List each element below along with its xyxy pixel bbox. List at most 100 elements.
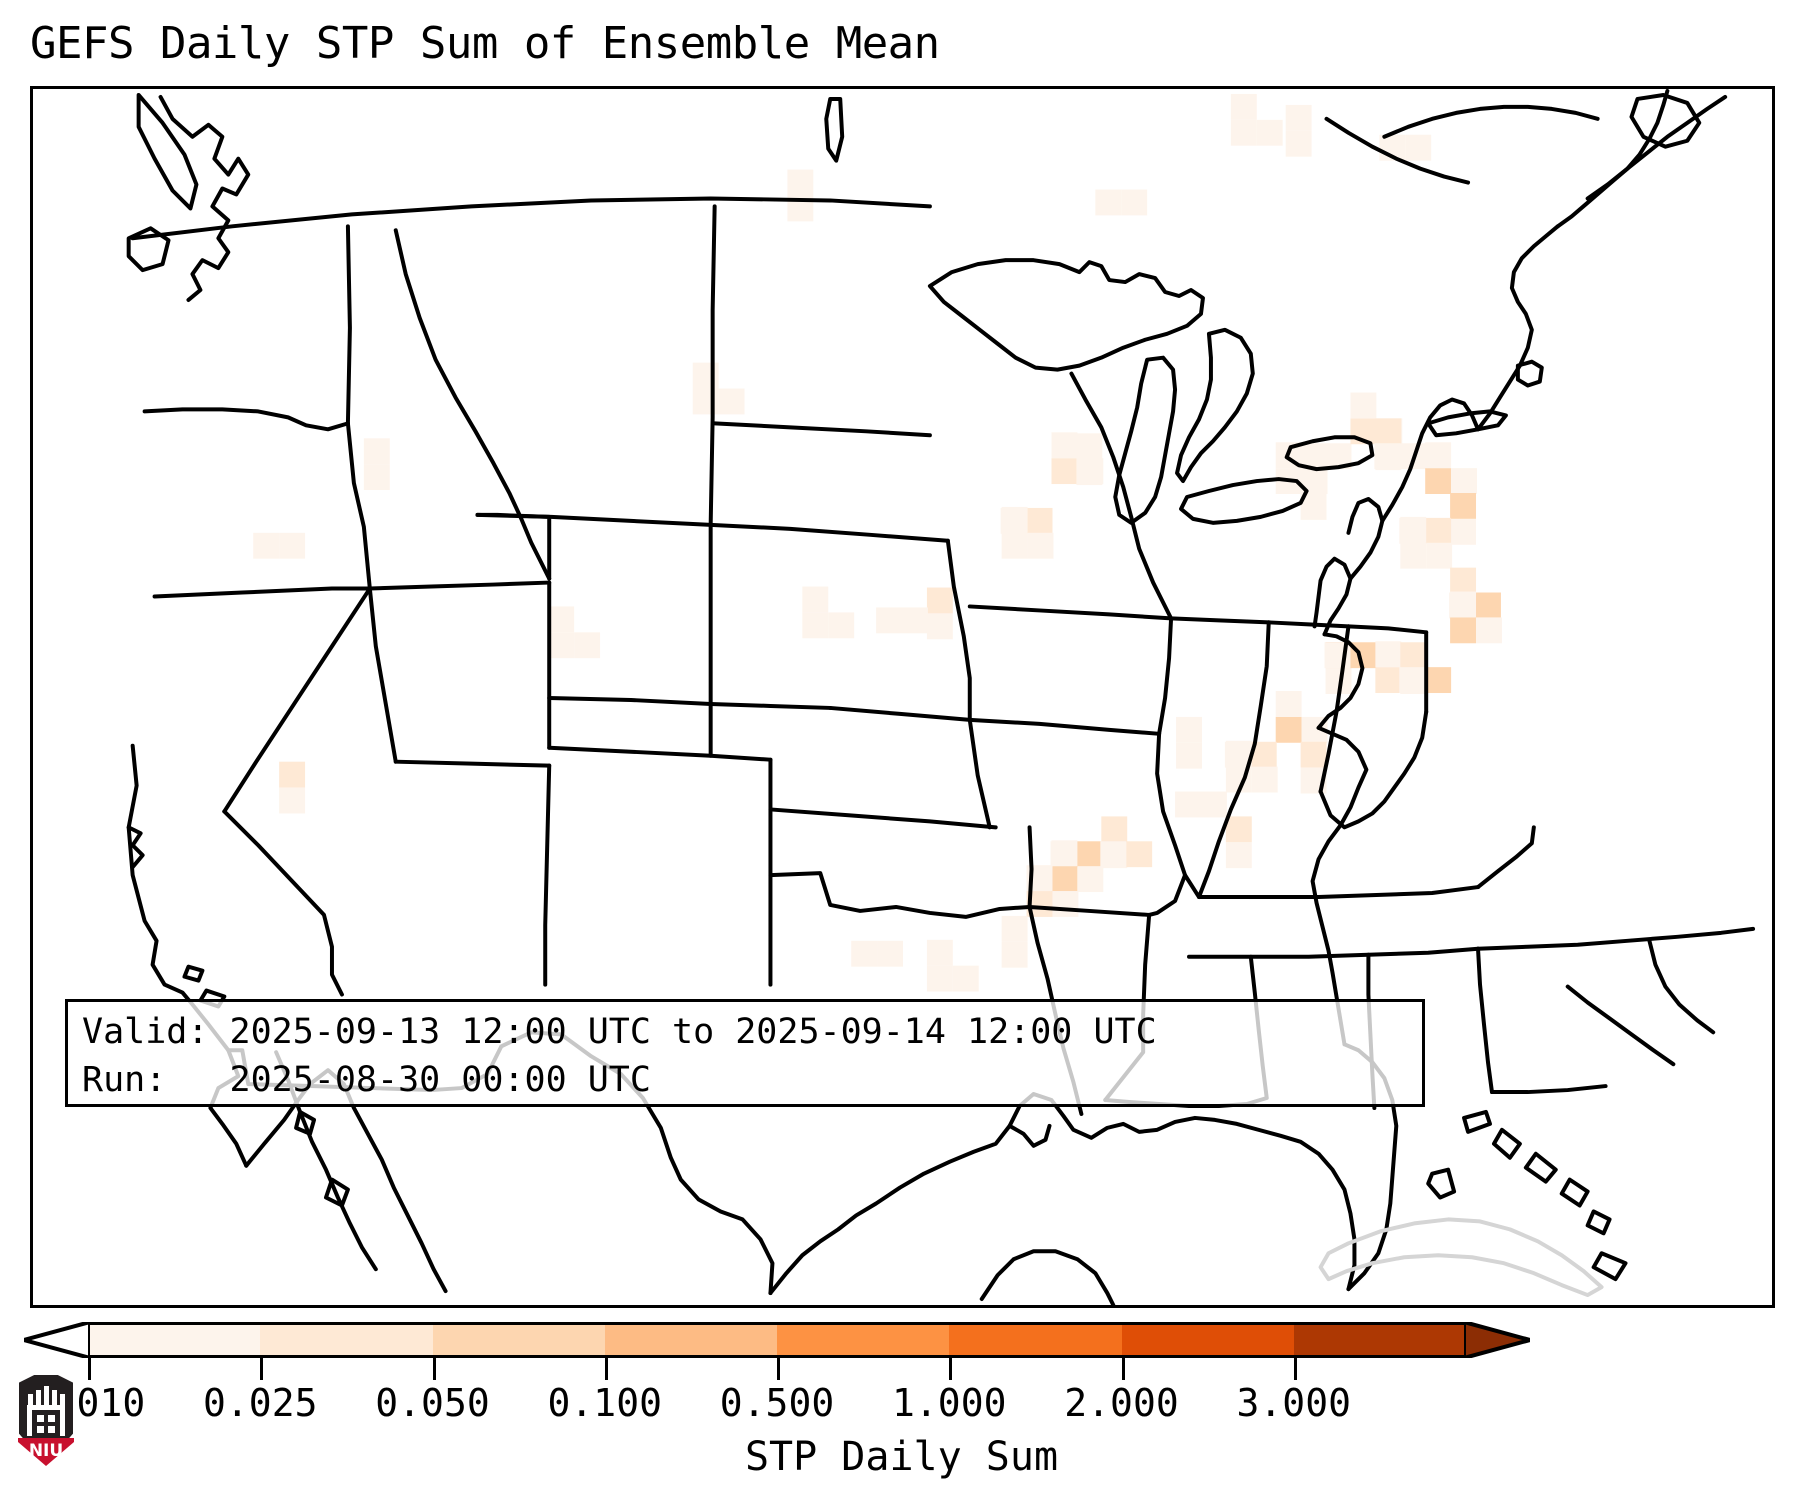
- stp-cell: [1425, 517, 1452, 544]
- stp-cell: [1001, 915, 1028, 942]
- coastline-bahamas-3: [1523, 1151, 1558, 1184]
- stp-cell: [718, 388, 745, 415]
- stp-cell: [548, 606, 575, 633]
- state-border-wy-co: [547, 696, 713, 706]
- state-border-nd-sd: [712, 421, 932, 438]
- coastline-long-island: [1426, 409, 1508, 438]
- colorbar-tick-4: [777, 1358, 780, 1380]
- state-border-tn-ms-al-ga: [1187, 946, 1481, 959]
- stp-cell: [926, 939, 953, 966]
- stp-cell: [1076, 841, 1103, 868]
- stp-cell: [1176, 742, 1202, 769]
- stp-cell: [1225, 816, 1252, 843]
- coastline-channel-islands: [182, 964, 205, 983]
- state-border-mo-il: [1147, 731, 1188, 917]
- stp-cell: [363, 464, 390, 491]
- colorbar-tick-7: [1293, 1358, 1297, 1380]
- stp-cell: [1175, 791, 1201, 818]
- stp-cell: [253, 532, 280, 559]
- border-usa-canada: [130, 196, 932, 241]
- stp-cell: [1476, 617, 1502, 644]
- colorbar-band-2: [432, 1325, 605, 1355]
- coastline-cuba: [1318, 1217, 1604, 1298]
- coastline-baja: [244, 1068, 448, 1294]
- state-border-wa-id: [345, 224, 352, 426]
- state-border-mt-wy: [475, 512, 713, 527]
- colorbar-label-2: 0.050: [375, 1381, 490, 1425]
- state-border-ok-ar: [1027, 825, 1034, 909]
- state-border-mi-oh: [1346, 624, 1429, 635]
- colorbar-tick-2: [432, 1358, 436, 1380]
- info-run-line: Run: 2025-08-30 00:00 UTC: [82, 1060, 651, 1100]
- state-border-nc-sc: [1647, 938, 1716, 1035]
- lake-michigan: [1113, 355, 1178, 525]
- stp-cell: [1026, 507, 1053, 534]
- state-border-or-id: [345, 421, 372, 591]
- colorbar-label-4: 0.500: [719, 1381, 835, 1425]
- state-border-oh-wv: [1318, 709, 1429, 830]
- stp-cell: [1051, 840, 1078, 867]
- colorbar-tick-0: [88, 1358, 91, 1380]
- stp-cell: [1375, 667, 1402, 694]
- stp-cell: [1051, 432, 1078, 459]
- state-border-in-mi: [1266, 620, 1351, 629]
- stp-cell: [1101, 816, 1128, 843]
- state-border-nv-ca: [222, 586, 372, 814]
- coastline-puget-sound: [158, 94, 251, 302]
- stp-cell: [1230, 93, 1257, 120]
- stp-cell: [902, 607, 928, 634]
- stp-cell: [1450, 567, 1477, 594]
- stp-cell: [1027, 532, 1054, 559]
- stp-cell: [279, 761, 306, 788]
- state-border-ok-tx: [768, 871, 1032, 919]
- coastline-baja-island-2: [323, 1177, 350, 1208]
- stp-cell: [1374, 443, 1401, 470]
- stp-cell: [877, 940, 903, 967]
- stp-cell: [926, 587, 953, 614]
- stp-cell: [1095, 189, 1122, 216]
- stp-cell: [1230, 119, 1257, 146]
- stp-cell: [1126, 841, 1153, 868]
- state-border-or-ca-nv: [152, 586, 372, 599]
- stp-cell: [1285, 104, 1312, 131]
- lake-superior: [927, 258, 1205, 372]
- coastline-yucatan: [979, 1249, 1116, 1305]
- colorbar-label-6: 2.000: [1064, 1381, 1179, 1425]
- colorbar-tick-3: [604, 1358, 608, 1380]
- coastline-bahamas-6: [1591, 1251, 1628, 1282]
- coastline-newfoundland: [1629, 92, 1702, 149]
- stp-cell: [1475, 592, 1501, 619]
- stp-cell: [1256, 119, 1283, 146]
- stp-cell: [1001, 941, 1028, 968]
- stp-cell: [1121, 189, 1148, 216]
- state-border-ne-ks: [828, 705, 972, 722]
- stp-cell: [1077, 866, 1104, 893]
- coastline-california-detail: [126, 825, 145, 870]
- coastline-andros: [1426, 1167, 1457, 1200]
- stp-cell: [1001, 532, 1028, 559]
- state-border-ga-fl: [1489, 1084, 1608, 1095]
- colorbar-axis-title: STP Daily Sum: [744, 1434, 1059, 1480]
- lake-huron: [1175, 327, 1255, 484]
- coastline-olympic: [126, 226, 171, 273]
- stp-cell: [1425, 442, 1452, 469]
- colorbar-tick-6: [1121, 1358, 1125, 1380]
- colorbar-ticks: [88, 1358, 1466, 1380]
- state-border-ne-ia: [945, 538, 972, 722]
- stp-cell: [1225, 842, 1252, 869]
- stp-cell: [1400, 642, 1427, 669]
- coastline-newjersey-ny: [1380, 397, 1481, 523]
- stp-cell: [952, 965, 979, 992]
- state-border-id-wy: [475, 512, 552, 581]
- state-border-mo-ia: [967, 717, 1162, 736]
- stp-cell: [1350, 392, 1377, 419]
- colorbar-under-arrow: [24, 1322, 90, 1358]
- coastline-atlantic-southeast: [1310, 725, 1369, 1047]
- geography-layer: [126, 89, 1756, 1305]
- colorbar-label-1: 0.025: [203, 1381, 318, 1425]
- state-border-mo-ar: [1027, 904, 1152, 917]
- colorbar-band-1: [260, 1325, 433, 1355]
- stp-cell: [1425, 667, 1452, 694]
- coastline-delmarva: [1346, 496, 1385, 581]
- coastline-nova-scotia: [1585, 94, 1728, 201]
